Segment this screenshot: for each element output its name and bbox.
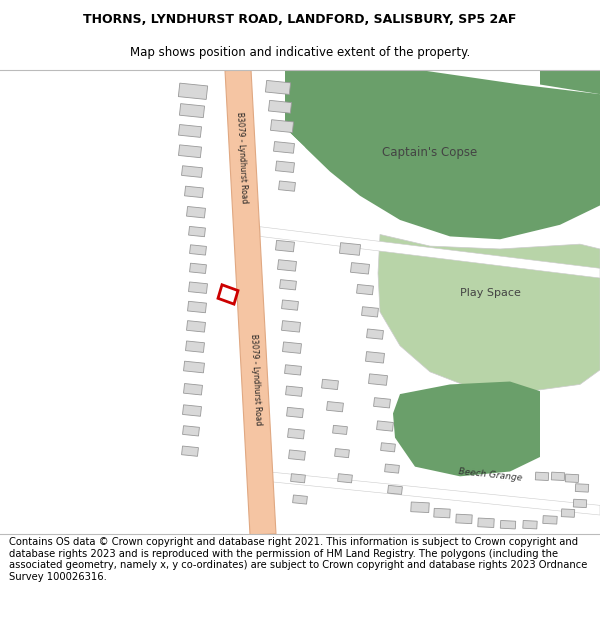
Polygon shape xyxy=(340,242,361,255)
Polygon shape xyxy=(285,70,600,239)
Polygon shape xyxy=(260,227,600,278)
Polygon shape xyxy=(178,124,202,138)
Polygon shape xyxy=(184,384,202,395)
Polygon shape xyxy=(356,284,373,295)
Polygon shape xyxy=(278,260,296,271)
Polygon shape xyxy=(182,446,199,456)
Polygon shape xyxy=(523,521,537,529)
Polygon shape xyxy=(179,104,205,118)
Polygon shape xyxy=(271,120,293,132)
Polygon shape xyxy=(225,69,276,535)
Polygon shape xyxy=(374,398,391,408)
Polygon shape xyxy=(326,401,343,412)
Polygon shape xyxy=(275,161,295,172)
Polygon shape xyxy=(338,474,352,483)
Polygon shape xyxy=(280,279,296,290)
Polygon shape xyxy=(290,474,305,483)
Polygon shape xyxy=(393,381,540,476)
Polygon shape xyxy=(268,101,292,113)
Polygon shape xyxy=(286,386,302,396)
Polygon shape xyxy=(388,486,403,494)
Polygon shape xyxy=(411,502,429,512)
Polygon shape xyxy=(265,81,290,94)
Polygon shape xyxy=(332,426,347,434)
Polygon shape xyxy=(0,70,280,534)
Text: B3079 - Lyndhurst Road: B3079 - Lyndhurst Road xyxy=(235,111,249,203)
Text: Beech Grange: Beech Grange xyxy=(458,468,522,483)
Polygon shape xyxy=(573,499,587,508)
Text: THORNS, LYNDHURST ROAD, LANDFORD, SALISBURY, SP5 2AF: THORNS, LYNDHURST ROAD, LANDFORD, SALISB… xyxy=(83,13,517,26)
Polygon shape xyxy=(188,301,206,312)
Polygon shape xyxy=(368,374,388,385)
Polygon shape xyxy=(187,206,205,218)
Polygon shape xyxy=(385,464,400,473)
Polygon shape xyxy=(565,474,579,482)
Polygon shape xyxy=(182,405,202,416)
Polygon shape xyxy=(280,70,310,206)
Polygon shape xyxy=(274,142,295,153)
Text: Play Space: Play Space xyxy=(460,288,520,298)
Polygon shape xyxy=(365,352,385,363)
Polygon shape xyxy=(543,516,557,524)
Text: Contains OS data © Crown copyright and database right 2021. This information is : Contains OS data © Crown copyright and d… xyxy=(9,537,587,582)
Polygon shape xyxy=(52,186,80,278)
Polygon shape xyxy=(367,329,383,339)
Polygon shape xyxy=(283,342,301,353)
Polygon shape xyxy=(178,145,202,158)
Polygon shape xyxy=(281,321,301,332)
Polygon shape xyxy=(0,70,65,139)
Polygon shape xyxy=(185,341,205,352)
Polygon shape xyxy=(500,521,515,529)
Polygon shape xyxy=(275,241,295,252)
Polygon shape xyxy=(335,449,349,458)
Polygon shape xyxy=(287,429,304,439)
Polygon shape xyxy=(190,245,206,255)
Polygon shape xyxy=(380,442,395,452)
Polygon shape xyxy=(187,321,205,332)
Polygon shape xyxy=(350,262,370,274)
Polygon shape xyxy=(188,282,208,293)
Polygon shape xyxy=(289,450,305,460)
Polygon shape xyxy=(575,484,589,492)
Text: Map shows position and indicative extent of the property.: Map shows position and indicative extent… xyxy=(130,46,470,59)
Polygon shape xyxy=(182,166,202,177)
Polygon shape xyxy=(284,365,301,375)
Polygon shape xyxy=(377,421,394,431)
Polygon shape xyxy=(0,302,145,534)
Polygon shape xyxy=(478,518,494,528)
Polygon shape xyxy=(561,509,575,518)
Polygon shape xyxy=(278,181,295,191)
Polygon shape xyxy=(378,234,600,391)
Text: B3079 - Lyndhurst Road: B3079 - Lyndhurst Road xyxy=(249,334,263,426)
Polygon shape xyxy=(185,186,203,198)
Polygon shape xyxy=(182,426,199,436)
Polygon shape xyxy=(281,300,298,310)
Polygon shape xyxy=(456,514,472,524)
Polygon shape xyxy=(551,472,565,481)
Polygon shape xyxy=(287,408,304,418)
Polygon shape xyxy=(362,307,379,317)
Polygon shape xyxy=(434,508,450,518)
Polygon shape xyxy=(184,361,205,373)
Polygon shape xyxy=(190,263,206,274)
Polygon shape xyxy=(178,83,208,99)
Polygon shape xyxy=(188,226,205,237)
Text: Captain's Copse: Captain's Copse xyxy=(382,146,478,159)
Polygon shape xyxy=(265,471,600,515)
Polygon shape xyxy=(322,379,338,389)
Polygon shape xyxy=(293,495,307,504)
Polygon shape xyxy=(540,70,600,94)
Polygon shape xyxy=(535,472,549,481)
